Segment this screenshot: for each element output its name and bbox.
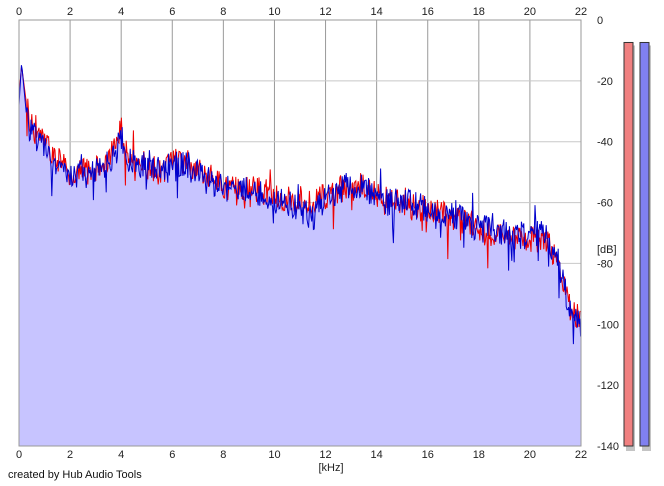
y-tick-label: -20: [597, 76, 613, 88]
y-tick-label: 0: [597, 15, 603, 27]
x-tick-label: 2: [67, 449, 73, 461]
level-meter-2: [639, 41, 650, 447]
x-tick-label: 0: [16, 449, 22, 461]
y-axis-label: [dB]: [597, 244, 617, 256]
x-tick-label: 14: [371, 6, 383, 18]
y-tick-labels: 0 -20 -40 -60 -80 -100 -120 -140: [597, 15, 619, 453]
x-tick-label: 8: [220, 449, 226, 461]
plot-frame: [18, 19, 582, 447]
credit-text: created by Hub Audio Tools: [8, 469, 142, 481]
x-tick-labels-top: 0 2 4 6 8 10 12 14 16 18 20 22: [16, 6, 587, 18]
x-tick-label: 6: [169, 6, 175, 18]
y-tick-label: -120: [597, 380, 619, 392]
x-tick-label: 20: [524, 6, 536, 18]
x-tick-label: 12: [319, 449, 331, 461]
spectrum-fill: [19, 65, 581, 446]
y-tick-label: -100: [597, 319, 619, 331]
x-tick-label: 12: [319, 6, 331, 18]
x-tick-label: 4: [118, 6, 124, 18]
x-tick-label: 18: [473, 449, 485, 461]
y-tick-label: -140: [597, 441, 619, 453]
x-tick-label: 20: [524, 449, 536, 461]
x-tick-label: 22: [575, 449, 587, 461]
x-tick-labels-bottom: 0 2 4 6 8 10 12 14 16 18 20 22: [16, 449, 587, 461]
x-tick-label: 16: [422, 449, 434, 461]
y-tick-label: -60: [597, 198, 613, 210]
x-tick-label: 22: [575, 6, 587, 18]
y-tick-label: -80: [597, 258, 613, 270]
spectrum-area: [19, 65, 581, 446]
series-line-2: [18, 65, 582, 345]
x-tick-label: 10: [268, 449, 280, 461]
x-tick-label: 6: [169, 449, 175, 461]
x-tick-label: 10: [268, 6, 280, 18]
x-tick-label: 8: [220, 6, 226, 18]
x-tick-label: 16: [422, 6, 434, 18]
x-tick-label: 0: [16, 6, 22, 18]
x-tick-label: 14: [371, 449, 383, 461]
level-meter-1: [623, 41, 634, 447]
x-axis-label: [kHz]: [318, 462, 343, 474]
x-tick-label: 18: [473, 6, 485, 18]
x-tick-label: 2: [67, 6, 73, 18]
series-lines: [18, 65, 582, 345]
x-tick-label: 4: [118, 449, 124, 461]
level-meters: [623, 41, 651, 451]
y-tick-label: -40: [597, 137, 613, 149]
